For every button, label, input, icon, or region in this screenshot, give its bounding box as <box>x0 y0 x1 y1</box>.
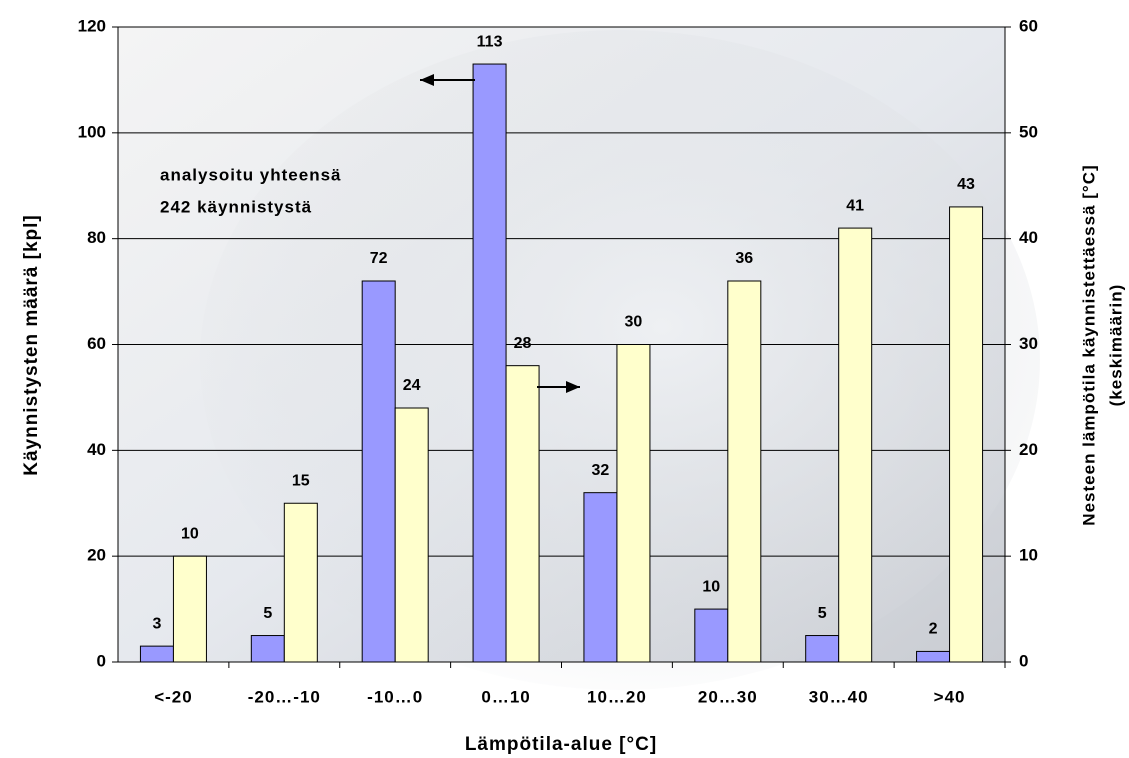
data-label: 41 <box>846 197 864 214</box>
annotation: 242 käynnistystä <box>160 197 312 216</box>
bar <box>838 227 873 663</box>
annotation: analysoitu yhteensä <box>160 165 342 184</box>
y2-tick-label: 40 <box>1019 228 1038 247</box>
bar <box>694 608 729 663</box>
y2-tick-label: 0 <box>1019 651 1028 670</box>
bar <box>616 344 651 663</box>
y2-tick-label: 50 <box>1019 122 1038 141</box>
bar <box>583 492 618 663</box>
data-label: 28 <box>514 335 532 352</box>
x-axis-title: Lämpötila-alue [°C] <box>465 734 657 755</box>
data-label: 10 <box>181 525 199 542</box>
data-label: 15 <box>292 472 310 489</box>
bar <box>472 63 507 663</box>
y-tick-label: 100 <box>78 122 106 141</box>
x-tick-label: 0…10 <box>481 687 530 706</box>
data-label: 24 <box>403 377 421 394</box>
bar <box>727 280 762 663</box>
data-label: 2 <box>929 621 938 638</box>
arrow-head <box>420 74 434 86</box>
bar <box>805 635 840 663</box>
y2-axis-title: Nesteen lämpötila käynnistettäessä [°C] <box>1079 164 1098 525</box>
bar <box>949 206 984 663</box>
data-label: 10 <box>702 578 720 595</box>
y2-tick-label: 10 <box>1019 546 1038 565</box>
y-tick-label: 80 <box>87 228 106 247</box>
data-label: 113 <box>477 33 503 50</box>
arrow-head <box>566 381 580 393</box>
bar <box>916 650 951 663</box>
data-label: 30 <box>625 314 643 331</box>
data-label: 5 <box>818 605 827 622</box>
data-label: 72 <box>370 250 388 267</box>
y2-tick-label: 30 <box>1019 334 1038 353</box>
data-label: 3 <box>152 615 161 632</box>
x-tick-label: 10…20 <box>587 687 647 706</box>
x-tick-label: -20…-10 <box>248 687 321 706</box>
y-tick-label: 20 <box>87 546 106 565</box>
x-tick-label: <-20 <box>154 687 193 706</box>
bar <box>250 635 285 663</box>
bar <box>394 407 429 663</box>
y2-tick-label: 60 <box>1019 16 1038 35</box>
bar <box>172 555 207 663</box>
x-tick-label: 30…40 <box>809 687 869 706</box>
x-tick-label: 20…30 <box>698 687 758 706</box>
bar <box>139 645 174 663</box>
bar <box>505 365 540 663</box>
bar <box>361 280 396 663</box>
bar <box>283 502 318 663</box>
x-tick-label: >40 <box>934 687 966 706</box>
y-tick-label: 120 <box>78 16 106 35</box>
y-tick-label: 60 <box>87 334 106 353</box>
data-label: 43 <box>957 176 975 193</box>
y-tick-label: 40 <box>87 440 106 459</box>
y-axis-title: Käynnistysten määrä [kpl] <box>21 214 42 476</box>
y-tick-label: 0 <box>97 651 106 670</box>
y2-axis-title: (keskimäärin) <box>1106 284 1125 407</box>
x-tick-label: -10…0 <box>367 687 423 706</box>
data-label: 32 <box>592 462 610 479</box>
y2-tick-label: 20 <box>1019 440 1038 459</box>
data-label: 5 <box>263 605 272 622</box>
data-label: 36 <box>735 250 753 267</box>
